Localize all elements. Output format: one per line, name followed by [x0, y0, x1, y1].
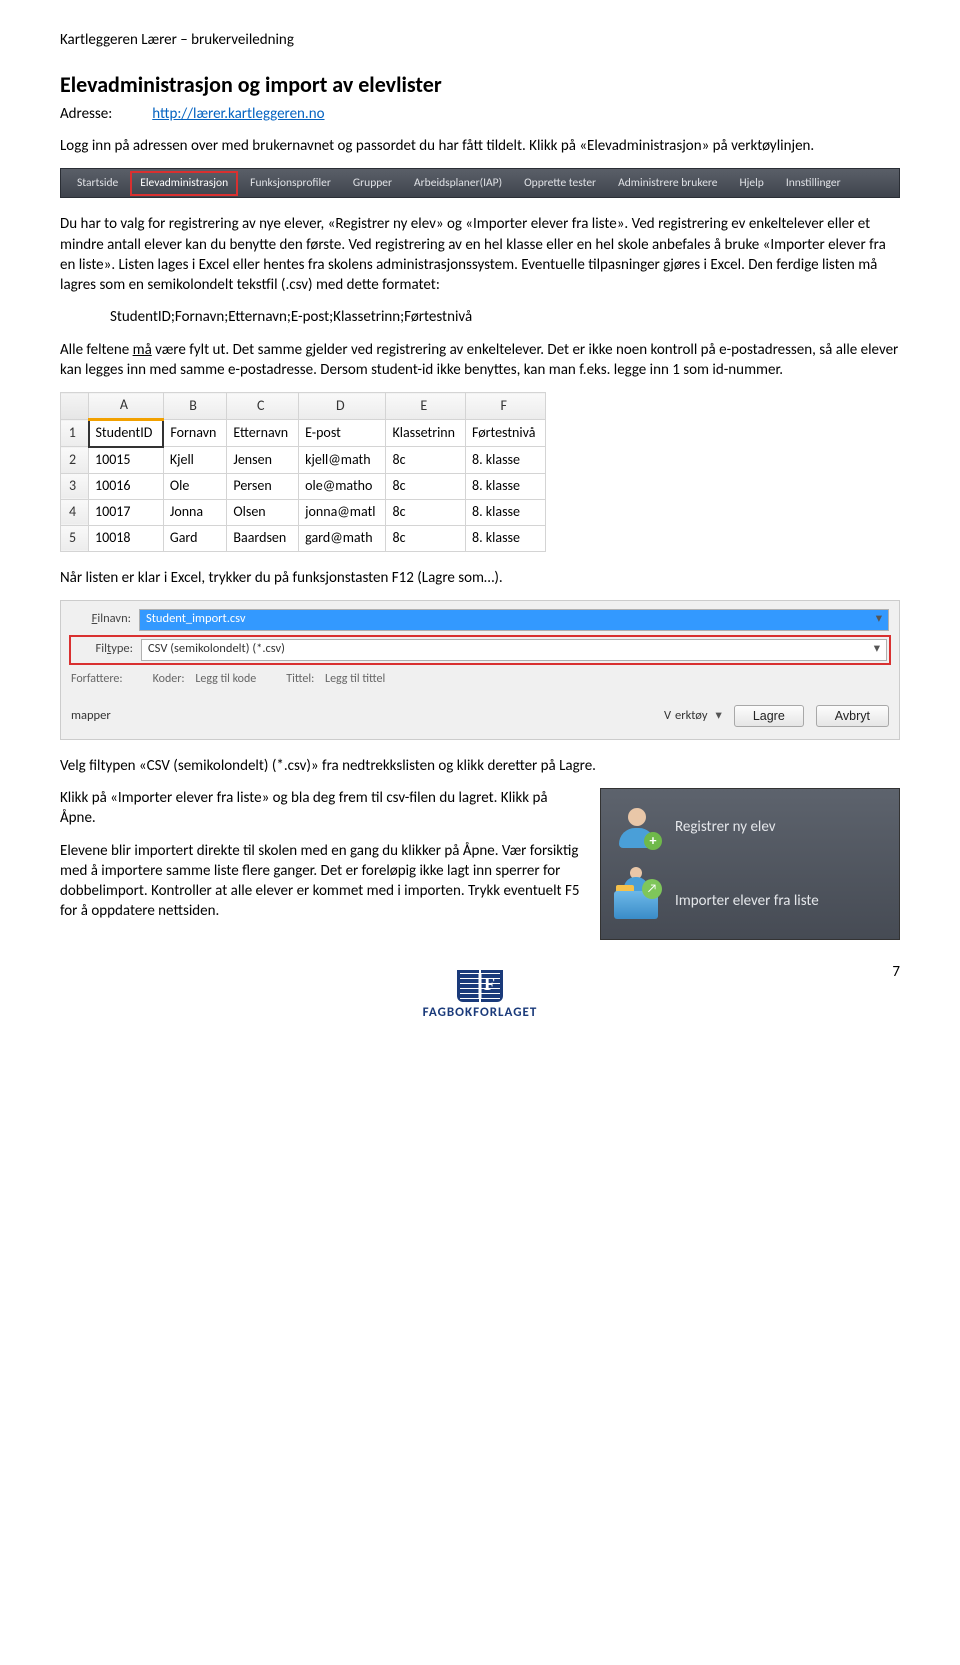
publisher-name: FAGBOKFORLAGET: [423, 1004, 538, 1022]
excel-col-header[interactable]: D: [299, 393, 386, 420]
excel-cell[interactable]: E-post: [299, 420, 386, 447]
para3-post: være fylt ut. Det samme gjelder ved regi…: [60, 341, 898, 379]
excel-cell[interactable]: Jonna: [163, 499, 227, 525]
excel-cell[interactable]: 10017: [89, 499, 164, 525]
excel-cell[interactable]: 10018: [89, 525, 164, 551]
excel-col-header[interactable]: B: [163, 393, 227, 420]
folder-import-icon: ↗: [613, 877, 661, 925]
excel-cell[interactable]: 8c: [386, 473, 466, 499]
excel-row-num[interactable]: 4: [61, 499, 89, 525]
forfattere-label: Forfattere:: [71, 672, 123, 686]
app-toolbar: StartsideElevadministrasjonFunksjonsprof…: [60, 168, 900, 198]
tittel-label: Tittel:: [286, 672, 314, 686]
excel-cell[interactable]: jonna@matl: [299, 499, 386, 525]
toolbar-tab[interactable]: Hjelp: [730, 171, 774, 197]
toolbar-tab[interactable]: Elevadministrasjon: [130, 171, 238, 197]
paragraph-7: Elevene blir importert direkte til skole…: [60, 841, 580, 922]
paragraph-6: Klikk på «Importer elever fra liste» og …: [60, 788, 580, 829]
excel-row-num[interactable]: 2: [61, 447, 89, 473]
excel-cell[interactable]: 8. klasse: [466, 473, 546, 499]
toolbar-tab[interactable]: Grupper: [343, 171, 402, 197]
excel-col-header[interactable]: A: [89, 393, 164, 420]
paragraph-5: Velg filtypen «CSV (semikolondelt) (*.cs…: [60, 756, 900, 776]
paragraph-3: Alle feltene må være fylt ut. Det samme …: [60, 340, 900, 381]
excel-cell[interactable]: 10016: [89, 473, 164, 499]
excel-cell[interactable]: StudentID: [89, 420, 164, 447]
importer-elever-item[interactable]: ↗ Importer elever fra liste: [613, 877, 887, 925]
excel-cell[interactable]: Fornavn: [163, 420, 227, 447]
excel-cell[interactable]: 8c: [386, 447, 466, 473]
publisher-logo: F FAGBOKFORLAGET: [423, 970, 538, 1022]
address-label: Adresse:: [60, 104, 112, 124]
excel-cell[interactable]: 8. klasse: [466, 499, 546, 525]
filnavn-field[interactable]: Student_import.csv: [139, 609, 889, 631]
excel-cell[interactable]: Kjell: [163, 447, 227, 473]
document-header: Kartleggeren Lærer – brukerveiledning: [60, 30, 900, 50]
csv-format-line: StudentID;Fornavn;Etternavn;E-post;Klass…: [110, 307, 900, 327]
excel-row-num[interactable]: 5: [61, 525, 89, 551]
page-number: 7: [892, 962, 900, 982]
excel-col-header[interactable]: C: [227, 393, 299, 420]
excel-cell[interactable]: Førtestnivå: [466, 420, 546, 447]
filnavn-label: Filnavn:: [71, 611, 131, 628]
tittel-value[interactable]: Legg til tittel: [325, 672, 385, 686]
excel-cell[interactable]: Ole: [163, 473, 227, 499]
page-title: Elevadministrasjon og import av elevlist…: [60, 70, 900, 100]
para3-pre: Alle feltene: [60, 341, 133, 359]
toolbar-tab[interactable]: Opprette tester: [514, 171, 606, 197]
excel-cell[interactable]: kjell@math: [299, 447, 386, 473]
paragraph-2: Du har to valg for registrering av nye e…: [60, 214, 900, 295]
excel-col-header[interactable]: E: [386, 393, 466, 420]
registrer-label: Registrer ny elev: [675, 817, 776, 837]
toolbar-tab[interactable]: Administrere brukere: [608, 171, 727, 197]
mapper-label: mapper: [71, 708, 111, 725]
excel-cell[interactable]: Gard: [163, 525, 227, 551]
excel-cell[interactable]: 10015: [89, 447, 164, 473]
excel-cell[interactable]: Persen: [227, 473, 299, 499]
avbryt-button[interactable]: Avbryt: [816, 705, 889, 727]
excel-cell[interactable]: Olsen: [227, 499, 299, 525]
filtype-label: Filtype:: [73, 641, 133, 658]
filtype-field[interactable]: CSV (semikolondelt) (*.csv): [141, 639, 887, 661]
toolbar-tab[interactable]: Startside: [67, 171, 128, 197]
excel-table: ABCDEF 1StudentIDFornavnEtternavnE-postKl…: [60, 392, 546, 551]
excel-cell[interactable]: Jensen: [227, 447, 299, 473]
toolbar-tab[interactable]: Funksjonsprofiler: [240, 171, 341, 197]
toolbar-tab[interactable]: Arbeidsplaner(IAP): [404, 171, 512, 197]
excel-cell[interactable]: 8c: [386, 499, 466, 525]
excel-row-num[interactable]: 1: [61, 420, 89, 447]
koder-label: Koder:: [153, 672, 185, 686]
excel-cell[interactable]: Klassetrinn: [386, 420, 466, 447]
paragraph-4: Når listen er klar i Excel, trykker du p…: [60, 568, 900, 588]
intro-paragraph: Logg inn på adressen over med brukernavn…: [60, 136, 900, 156]
importer-label: Importer elever fra liste: [675, 891, 819, 911]
save-as-dialog: Filnavn: Student_import.csv Filtype: CSV…: [60, 600, 900, 740]
koder-value[interactable]: Legg til kode: [195, 672, 256, 686]
verktoy-menu[interactable]: Verktøy: [664, 708, 722, 725]
excel-cell[interactable]: ole@matho: [299, 473, 386, 499]
excel-cell[interactable]: Etternavn: [227, 420, 299, 447]
excel-cell[interactable]: 8. klasse: [466, 525, 546, 551]
excel-cell[interactable]: Baardsen: [227, 525, 299, 551]
excel-corner: [61, 393, 89, 420]
excel-cell[interactable]: 8c: [386, 525, 466, 551]
toolbar-tab[interactable]: Innstillinger: [776, 171, 851, 197]
address-link[interactable]: http://lærer.kartleggeren.no: [152, 104, 324, 124]
excel-col-header[interactable]: F: [466, 393, 546, 420]
excel-row-num[interactable]: 3: [61, 473, 89, 499]
lagre-button[interactable]: Lagre: [734, 705, 804, 727]
person-plus-icon: +: [613, 803, 661, 851]
action-panel: + Registrer ny elev ↗ Importer elever fr…: [600, 788, 900, 940]
excel-cell[interactable]: gard@math: [299, 525, 386, 551]
para3-underline: må: [133, 341, 152, 359]
excel-cell[interactable]: 8. klasse: [466, 447, 546, 473]
registrer-ny-elev-item[interactable]: + Registrer ny elev: [613, 803, 887, 851]
